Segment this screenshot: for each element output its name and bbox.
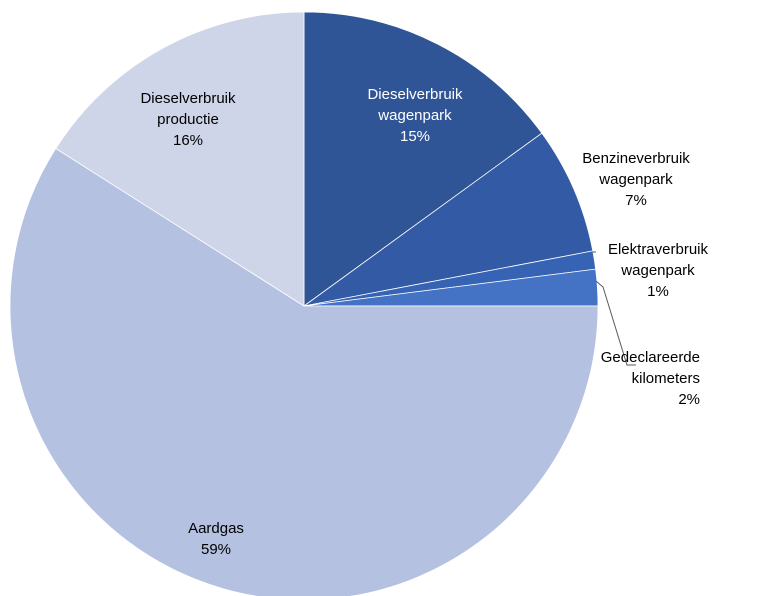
- slice-category-label: wagenpark: [598, 171, 673, 188]
- leader-lines: [591, 251, 636, 366]
- slice-value-label: 1%: [647, 283, 669, 300]
- slice-value-label: 7%: [625, 192, 647, 209]
- pie-slices: [9, 11, 599, 596]
- slice-label-elektraverbruik-wagenpark: Elektraverbruik wagenpark 1%: [608, 241, 709, 300]
- slice-category-label: Benzineverbruik: [582, 150, 690, 167]
- slice-category-label: Gedeclareerde: [601, 349, 700, 366]
- slice-value-label: 16%: [173, 132, 203, 149]
- slice-category-label: wagenpark: [377, 107, 452, 124]
- slice-category-label: kilometers: [632, 370, 700, 387]
- slice-label-benzineverbruik-wagenpark: Benzineverbruik wagenpark 7%: [582, 150, 690, 209]
- leader-line-gedeclareerde-kilometers: [595, 280, 636, 366]
- slice-label-gedeclareerde-kilometers: Gedeclareerde kilometers 2%: [601, 349, 700, 408]
- pie-slice-dieselverbruik-productie: [55, 11, 305, 307]
- slice-category-label: Dieselverbruik: [140, 90, 236, 107]
- slice-category-label: Dieselverbruik: [367, 86, 463, 103]
- pie-slice-benzineverbruik-wagenpark: [303, 132, 594, 307]
- slice-value-label: 2%: [678, 391, 700, 408]
- slice-label-aardgas: Aardgas 59%: [188, 520, 244, 558]
- slice-value-label: 15%: [400, 128, 430, 145]
- slice-category-label: productie: [157, 111, 219, 128]
- slice-category-label: Elektraverbruik: [608, 241, 709, 258]
- pie-slice-aardgas: [9, 147, 599, 596]
- slice-label-dieselverbruik-wagenpark: Dieselverbruik wagenpark 15%: [367, 86, 463, 145]
- slice-label-dieselverbruik-productie: Dieselverbruik productie 16%: [140, 90, 236, 149]
- slice-value-label: 59%: [201, 541, 231, 558]
- slice-category-label: Aardgas: [188, 520, 244, 537]
- slice-labels: Dieselverbruik wagenpark 15% Benzineverbrui…: [140, 86, 708, 558]
- pie-slice-dieselverbruik-wagenpark: [303, 11, 543, 307]
- slice-category-label: wagenpark: [620, 262, 695, 279]
